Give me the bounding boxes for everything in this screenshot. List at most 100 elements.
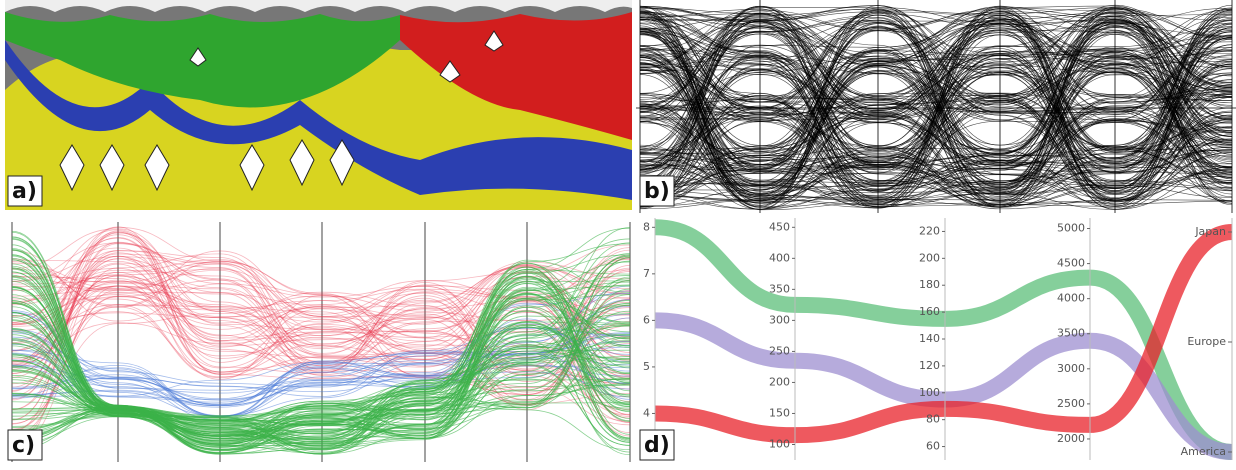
curve (11, 291, 631, 402)
curve (11, 261, 631, 351)
curve (639, 64, 1233, 197)
curve (639, 52, 1233, 164)
curve (639, 17, 1233, 204)
curve (639, 12, 1233, 199)
y-tick-label: 300 (769, 313, 790, 326)
label-box (639, 429, 675, 461)
curve (639, 95, 1233, 202)
curve (639, 6, 1233, 209)
category-label: America (1181, 445, 1226, 458)
y-tick-label: 350 (769, 282, 790, 295)
curve (639, 19, 1233, 110)
curve (11, 317, 631, 401)
curve (11, 257, 631, 367)
curve (639, 30, 1233, 208)
curve (639, 20, 1233, 195)
curve (11, 281, 631, 405)
blue-area (5, 40, 632, 200)
curve (639, 28, 1233, 195)
curve (639, 20, 1233, 186)
curve (639, 8, 1233, 148)
curve (639, 71, 1233, 188)
label-box (7, 429, 43, 461)
curve (11, 259, 631, 379)
y-tick-label: 180 (919, 278, 940, 291)
curve (11, 326, 631, 443)
y-tick-label: 8 (643, 220, 650, 233)
y-tick-label: 450 (769, 220, 790, 233)
curve (639, 50, 1233, 196)
y-tick-label: 80 (926, 413, 940, 426)
y-tick-label: 220 (919, 224, 940, 237)
curve (11, 269, 631, 370)
panel-labels: a) b) c) d) (7, 175, 675, 461)
curve (639, 30, 1233, 186)
curve (11, 267, 631, 389)
curve (639, 103, 1233, 198)
curve (11, 312, 631, 431)
leaf-marks (59, 30, 504, 192)
curve (639, 5, 1233, 190)
panel-b (636, 0, 1236, 213)
y-tick-label: 2500 (1057, 397, 1085, 410)
curve (639, 7, 1233, 203)
y-tick-label: 400 (769, 251, 790, 264)
y-tick-label: 3000 (1057, 362, 1085, 375)
curve (11, 271, 631, 411)
curve (11, 318, 631, 421)
curve (639, 26, 1233, 187)
curve (639, 37, 1233, 196)
y-tick-label: 4000 (1057, 292, 1085, 305)
curve (639, 8, 1233, 208)
curve (639, 15, 1233, 194)
curve (639, 61, 1233, 207)
curve (639, 28, 1233, 174)
curve (11, 230, 631, 424)
curve (639, 30, 1233, 191)
curve (639, 18, 1233, 195)
curve (11, 266, 631, 416)
curve (11, 242, 631, 395)
curve (639, 5, 1233, 202)
curve (11, 276, 631, 443)
curve (639, 7, 1233, 165)
band (654, 219, 1091, 327)
curve (639, 14, 1233, 191)
panel-label: c) (12, 433, 35, 458)
curve (11, 292, 631, 415)
curve (639, 12, 1233, 123)
curve (11, 226, 631, 380)
band-end (1089, 332, 1233, 460)
panel-label: d) (644, 433, 670, 458)
curve (11, 361, 631, 397)
y-tick-label: 6 (643, 313, 650, 326)
y-tick-label: 60 (926, 440, 940, 453)
curve (11, 349, 631, 417)
curve (639, 33, 1233, 203)
curve (639, 5, 1233, 150)
curve (639, 118, 1233, 193)
panel-a (5, 0, 632, 211)
curve (639, 26, 1233, 189)
curve (11, 346, 631, 418)
curve (639, 49, 1233, 186)
curve (639, 7, 1233, 169)
curve (11, 253, 631, 362)
curve (639, 13, 1233, 69)
curve (639, 15, 1233, 146)
curve (11, 304, 631, 434)
curve (11, 275, 631, 448)
curve (639, 10, 1233, 162)
curve (11, 228, 631, 368)
curve (11, 265, 631, 424)
curve (639, 93, 1233, 204)
curve (11, 280, 631, 411)
y-tick-label: 140 (919, 332, 940, 345)
curve (639, 55, 1233, 198)
curve (11, 280, 631, 378)
curve (639, 10, 1233, 194)
curve (11, 295, 631, 430)
curve (11, 263, 631, 449)
curve (639, 58, 1233, 202)
curve (11, 287, 631, 453)
